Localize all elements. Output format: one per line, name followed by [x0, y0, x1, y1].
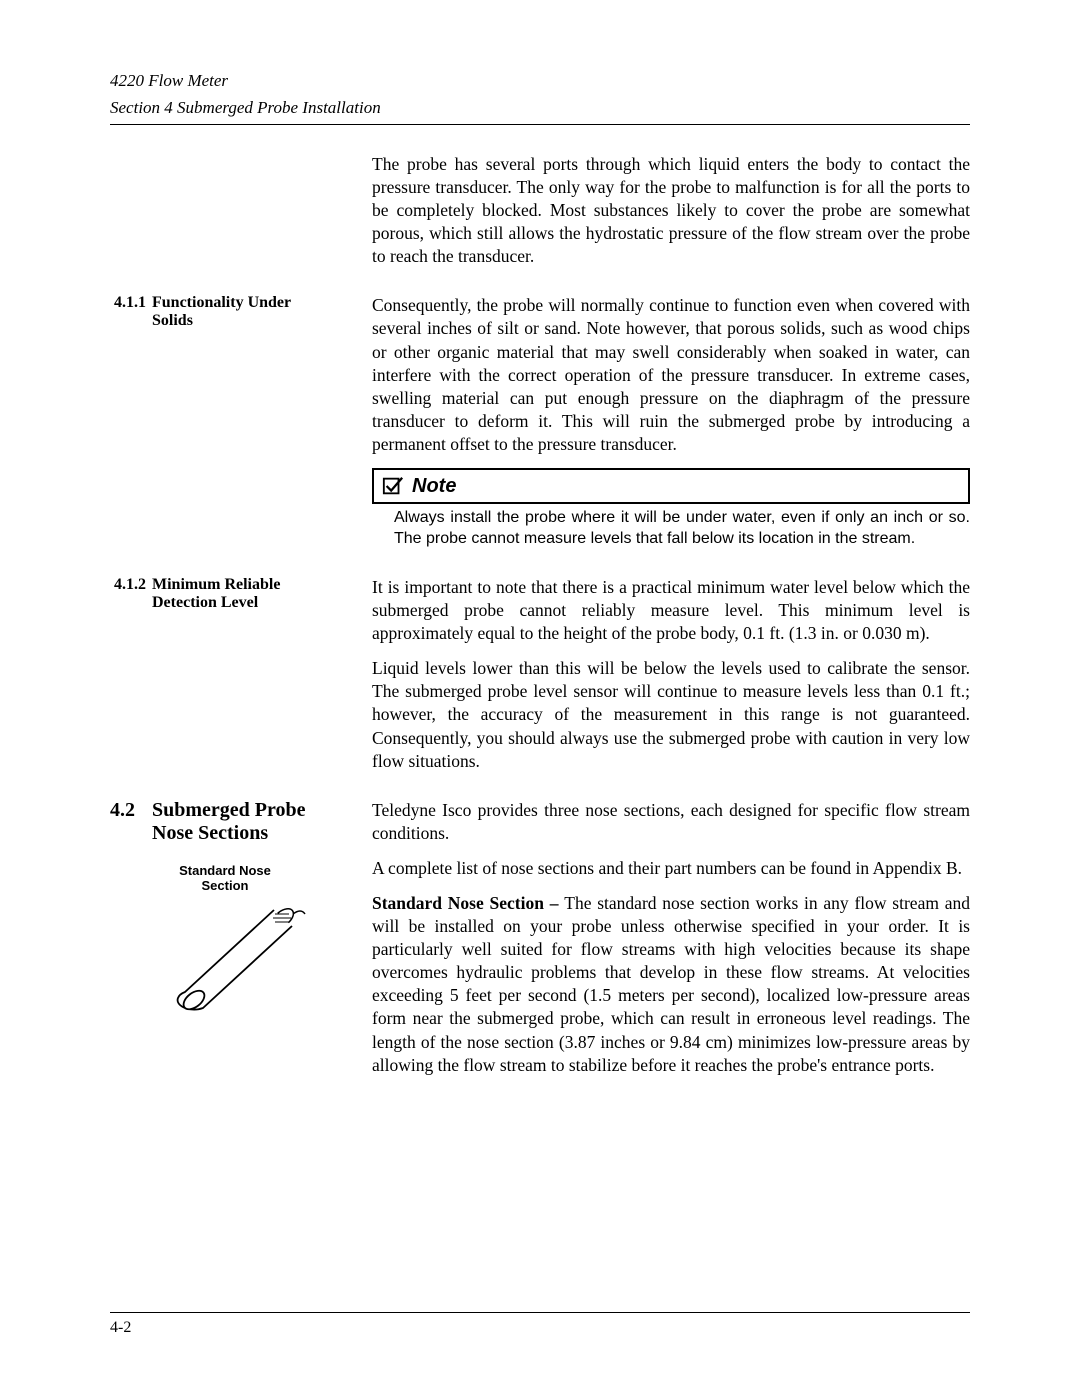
- s42-p3-lead: Standard Nose Section –: [372, 893, 564, 913]
- section-4-1-2: 4.1.2Minimum Reliable Detection Level It…: [110, 576, 970, 785]
- fig-label-l2: Section: [202, 878, 249, 893]
- footer-rule: [110, 1312, 970, 1313]
- s42-left: 4.2Submerged Probe Nose Sections Standar…: [110, 799, 372, 1089]
- header-rule: [110, 124, 970, 125]
- s411-heading: 4.1.1Functionality Under Solids: [110, 294, 372, 558]
- s411-body: Consequently, the probe will normally co…: [372, 294, 970, 456]
- s42-p3-body: The standard nose section works in any f…: [372, 893, 970, 1075]
- probe-icon: [165, 896, 315, 1026]
- running-header: 4220 Flow Meter Section 4 Submerged Prob…: [110, 70, 970, 120]
- s411-body-col: Consequently, the probe will normally co…: [372, 294, 970, 558]
- s42-title: Submerged Probe Nose Sections: [152, 799, 342, 845]
- section-4-2: 4.2Submerged Probe Nose Sections Standar…: [110, 799, 970, 1089]
- s42-p1: Teledyne Isco provides three nose sectio…: [372, 799, 970, 845]
- s412-title: Minimum Reliable Detection Level: [152, 576, 327, 612]
- s42-body-col: Teledyne Isco provides three nose sectio…: [372, 799, 970, 1089]
- intro-left: [110, 153, 372, 280]
- intro-body: The probe has several ports through whic…: [372, 153, 970, 280]
- intro-row: The probe has several ports through whic…: [110, 153, 970, 280]
- s42-num: 4.2: [110, 799, 152, 822]
- s412-num: 4.1.2: [110, 576, 152, 594]
- note-header: Note: [372, 468, 970, 504]
- s42-p2: A complete list of nose sections and the…: [372, 857, 970, 880]
- section-4-1-1: 4.1.1Functionality Under Solids Conseque…: [110, 294, 970, 558]
- note-body: Always install the probe where it will b…: [372, 504, 970, 550]
- page-number: 4-2: [110, 1319, 970, 1337]
- s42-p3: Standard Nose Section – The standard nos…: [372, 892, 970, 1077]
- checkmark-icon: [382, 475, 404, 497]
- header-product: 4220 Flow Meter: [110, 70, 970, 93]
- s412-p1: It is important to note that there is a …: [372, 576, 970, 645]
- s412-body-col: It is important to note that there is a …: [372, 576, 970, 785]
- intro-para: The probe has several ports through whic…: [372, 153, 970, 268]
- s412-p2: Liquid levels lower than this will be be…: [372, 657, 970, 772]
- s42-heading: 4.2Submerged Probe Nose Sections: [110, 799, 354, 845]
- s411-num: 4.1.1: [110, 294, 152, 312]
- note-box: Note Always install the probe where it w…: [372, 468, 970, 550]
- fig-label-l1: Standard Nose: [179, 863, 271, 878]
- s411-title: Functionality Under Solids: [152, 294, 327, 330]
- note-label: Note: [412, 473, 456, 499]
- header-section: Section 4 Submerged Probe Installation: [110, 97, 970, 120]
- fig-label: Standard Nose Section: [165, 863, 285, 894]
- s412-heading: 4.1.2Minimum Reliable Detection Level: [110, 576, 372, 785]
- footer: 4-2: [110, 1312, 970, 1337]
